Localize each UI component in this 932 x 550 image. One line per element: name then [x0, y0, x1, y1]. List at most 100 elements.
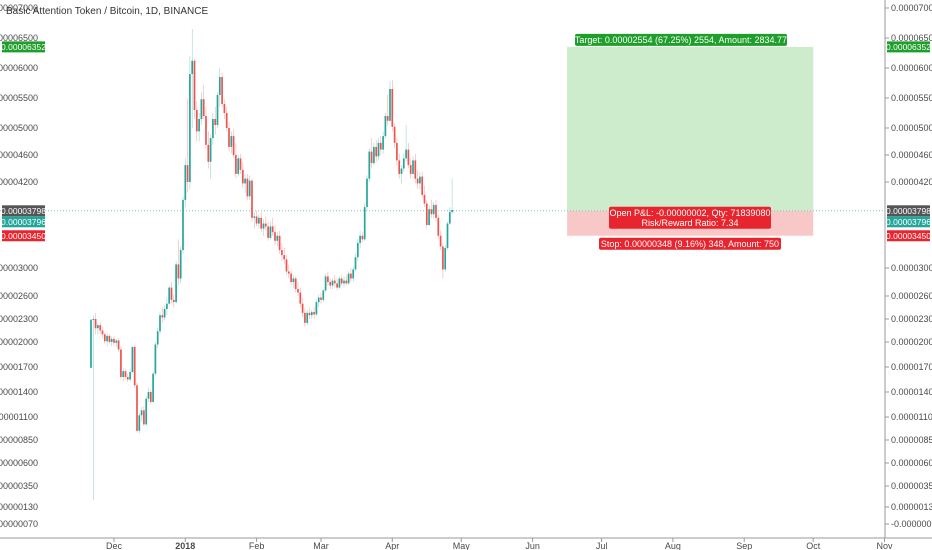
candle[interactable] — [145, 396, 148, 426]
candle[interactable] — [124, 368, 127, 380]
candle[interactable] — [338, 276, 341, 289]
candle[interactable] — [421, 171, 424, 198]
candle[interactable] — [299, 287, 302, 308]
candle[interactable] — [336, 278, 338, 291]
candle[interactable] — [432, 202, 435, 218]
candle[interactable] — [246, 173, 249, 200]
candle[interactable] — [345, 275, 348, 286]
candle[interactable] — [419, 171, 421, 190]
candle[interactable] — [407, 142, 410, 169]
candle[interactable] — [416, 169, 419, 190]
candle[interactable] — [248, 175, 251, 200]
candle[interactable] — [235, 142, 237, 179]
candle[interactable] — [182, 196, 184, 254]
candle[interactable] — [207, 131, 210, 169]
candle[interactable] — [168, 285, 171, 306]
candle[interactable] — [258, 214, 260, 229]
candle[interactable] — [354, 253, 357, 272]
candle[interactable] — [439, 230, 442, 251]
candle[interactable] — [389, 81, 391, 122]
candle[interactable] — [297, 282, 299, 296]
candle[interactable] — [322, 289, 325, 303]
candle[interactable] — [287, 264, 290, 279]
candle[interactable] — [221, 72, 223, 107]
candle[interactable] — [274, 225, 276, 246]
candle[interactable] — [189, 56, 191, 190]
candle[interactable] — [198, 113, 200, 142]
candle[interactable] — [391, 80, 394, 132]
candle[interactable] — [327, 271, 329, 286]
candle[interactable] — [228, 122, 230, 152]
candle[interactable] — [396, 138, 398, 166]
candle[interactable] — [320, 292, 322, 304]
candle[interactable] — [216, 92, 219, 128]
candle[interactable] — [283, 247, 286, 265]
candle[interactable] — [136, 382, 138, 433]
candle[interactable] — [444, 245, 447, 272]
candle[interactable] — [324, 273, 327, 293]
candle[interactable] — [264, 216, 267, 231]
candle[interactable] — [131, 346, 134, 374]
candle[interactable] — [140, 407, 143, 422]
candle[interactable] — [156, 328, 159, 348]
candle[interactable] — [232, 129, 235, 159]
candle[interactable] — [405, 125, 407, 162]
candle[interactable] — [212, 113, 214, 145]
candle[interactable] — [172, 294, 175, 308]
candle[interactable] — [329, 278, 332, 290]
candle[interactable] — [306, 309, 309, 326]
pnl-label[interactable]: Open P&L: -0.00000002, Qty: 71839080Risk… — [609, 206, 771, 229]
candle[interactable] — [333, 275, 336, 288]
candle[interactable] — [428, 204, 430, 227]
candle[interactable] — [122, 367, 125, 382]
candle[interactable] — [386, 95, 389, 125]
candle[interactable] — [115, 338, 118, 347]
target-zone[interactable] — [567, 46, 814, 211]
candle[interactable] — [375, 140, 378, 162]
candle[interactable] — [191, 29, 194, 128]
candle[interactable] — [262, 219, 265, 236]
candle[interactable] — [409, 158, 412, 179]
candle[interactable] — [161, 307, 164, 323]
candle[interactable] — [276, 232, 279, 247]
candle[interactable] — [366, 175, 368, 211]
candle[interactable] — [126, 373, 129, 382]
candle[interactable] — [133, 345, 136, 388]
candle[interactable] — [108, 334, 111, 345]
candle[interactable] — [239, 153, 242, 174]
candle[interactable] — [382, 131, 384, 154]
candle[interactable] — [143, 406, 145, 427]
candle[interactable] — [179, 246, 182, 284]
candle[interactable] — [260, 212, 263, 233]
candle[interactable] — [343, 276, 345, 288]
candle[interactable] — [304, 307, 306, 327]
candle[interactable] — [301, 297, 304, 318]
candle[interactable] — [414, 153, 417, 184]
candle[interactable] — [331, 278, 334, 290]
candle[interactable] — [251, 178, 253, 222]
candle[interactable] — [152, 371, 154, 403]
candle[interactable] — [313, 306, 315, 319]
target-label[interactable]: Target: 0.00002554 (67.25%) 2554, Amount… — [575, 33, 787, 46]
candle[interactable] — [292, 275, 295, 288]
candle[interactable] — [129, 368, 131, 382]
candle[interactable] — [163, 305, 166, 321]
candle[interactable] — [99, 322, 102, 335]
candle[interactable] — [451, 178, 453, 215]
candle[interactable] — [285, 255, 288, 275]
candle[interactable] — [101, 326, 104, 339]
candle[interactable] — [400, 165, 403, 184]
candle[interactable] — [317, 294, 320, 308]
candle[interactable] — [352, 266, 355, 282]
candle[interactable] — [310, 309, 313, 319]
candle[interactable] — [377, 138, 380, 161]
candle[interactable] — [241, 161, 244, 188]
candle[interactable] — [113, 335, 115, 346]
candle[interactable] — [184, 158, 187, 208]
candle[interactable] — [103, 332, 106, 344]
candle[interactable] — [363, 203, 366, 241]
candle[interactable] — [350, 268, 352, 282]
candle[interactable] — [225, 107, 228, 132]
candle[interactable] — [278, 230, 281, 254]
